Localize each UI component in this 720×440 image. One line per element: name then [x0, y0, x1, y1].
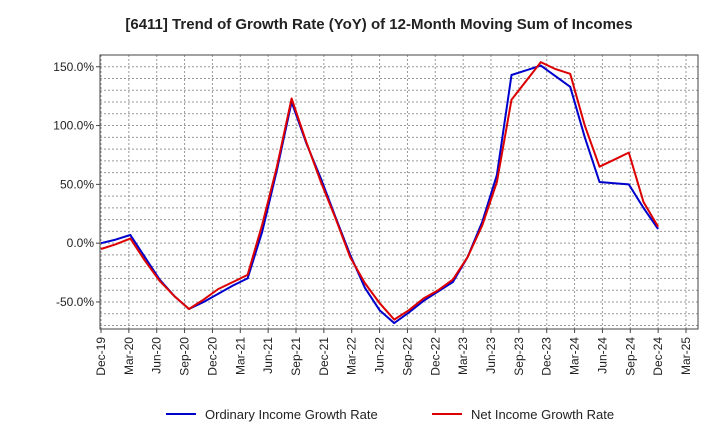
plot-area — [99, 54, 699, 330]
series-line-net-income — [100, 61, 659, 321]
x-tick-label: Mar-23 — [456, 337, 470, 375]
x-tick-label: Jun-22 — [373, 337, 387, 374]
x-tick-label: Sep-20 — [178, 337, 192, 376]
x-tick-label: Dec-21 — [317, 337, 331, 376]
x-tick-label: Dec-20 — [205, 337, 219, 376]
x-tick-label: Mar-20 — [122, 337, 136, 375]
legend-label-net: Net Income Growth Rate — [471, 407, 614, 422]
x-tick-label: Jun-23 — [484, 337, 498, 374]
series-lines — [100, 61, 659, 325]
x-tick-label: Dec-22 — [428, 337, 442, 376]
x-axis: Dec-19 Mar-20 Jun-20 Sep-20 Dec-20 Mar-21 Jun-… — [94, 329, 693, 376]
y-tick-label: 50.0% — [60, 177, 94, 191]
y-tick-label: -50.0% — [56, 295, 94, 309]
y-tick-label: 0.0% — [67, 236, 95, 250]
x-tick-label: Mar-21 — [233, 337, 247, 375]
x-tick-label: Sep-21 — [289, 337, 303, 376]
x-tick-label: Dec-24 — [651, 337, 665, 376]
x-tick-label: Dec-23 — [540, 337, 554, 376]
x-tick-label: Mar-25 — [679, 337, 693, 375]
legend: Ordinary Income Growth Rate Net Income G… — [166, 407, 614, 422]
y-axis: 150.0% 100.0% 50.0% 0.0% -50.0% — [53, 60, 100, 309]
y-tick-label: 150.0% — [53, 60, 94, 74]
grid — [100, 54, 698, 329]
chart-title: [6411] Trend of Growth Rate (YoY) of 12-… — [125, 16, 632, 33]
x-tick-label: Jun-24 — [595, 337, 609, 374]
x-tick-label: Sep-24 — [623, 337, 637, 376]
legend-label-ordinary: Ordinary Income Growth Rate — [205, 407, 378, 422]
x-tick-label: Dec-19 — [94, 337, 108, 376]
x-tick-label: Mar-22 — [345, 337, 359, 375]
x-tick-label: Jun-20 — [150, 337, 164, 374]
x-tick-label: Mar-24 — [568, 337, 582, 375]
y-tick-label: 100.0% — [53, 119, 94, 133]
x-tick-label: Sep-23 — [512, 337, 526, 376]
x-tick-label: Sep-22 — [400, 337, 414, 376]
x-tick-label: Jun-21 — [261, 337, 275, 374]
